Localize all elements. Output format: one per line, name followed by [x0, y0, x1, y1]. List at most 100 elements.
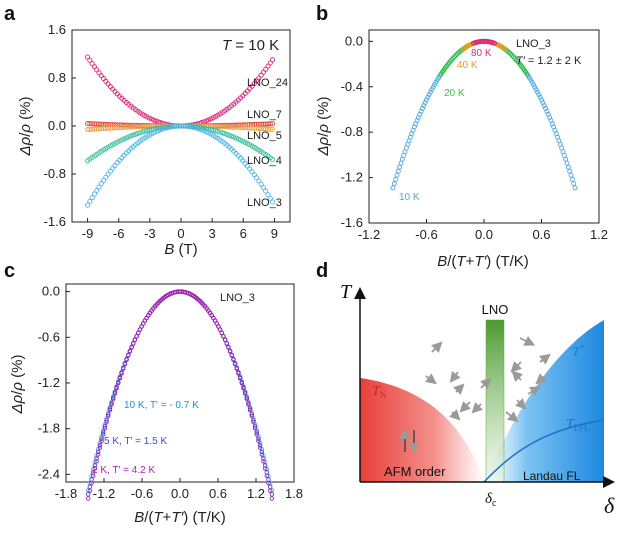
data-point: [567, 168, 573, 174]
data-point: [91, 191, 97, 197]
data-point: [130, 341, 136, 346]
data-point: [112, 163, 118, 169]
data-point: [531, 82, 536, 88]
data-point: [241, 386, 246, 391]
x-tick-label: 3: [209, 226, 216, 241]
fluctuation-arrow-icon: [449, 371, 461, 383]
y-tick-label: -2.4: [38, 466, 60, 481]
data-point: [572, 185, 578, 191]
data-point: [192, 125, 198, 131]
data-point: [270, 121, 276, 127]
data-point: [254, 430, 260, 435]
data-point: [232, 361, 238, 367]
data-point: [190, 124, 196, 130]
panel-c-xlabel: B/(T+T′) (T/K): [134, 509, 226, 526]
data-point: [260, 185, 266, 191]
data-point: [85, 54, 91, 60]
data-point: [252, 426, 258, 431]
data-point: [229, 353, 235, 358]
data-point: [224, 131, 230, 137]
data-point: [101, 76, 107, 82]
series-label: 40 K: [457, 60, 478, 71]
series-label: LNO_3: [247, 197, 282, 209]
y-tick-label: -1.6: [341, 215, 363, 230]
series-label: LNO_24: [247, 77, 288, 89]
data-point: [256, 436, 261, 442]
data-point: [267, 121, 273, 127]
fluctuation-arrow-icon: [459, 401, 471, 413]
data-point: [95, 452, 101, 457]
series-label: LNO_7: [247, 109, 282, 121]
data-point: [94, 456, 99, 461]
panel-label-d: d: [316, 260, 328, 282]
data-point: [109, 402, 114, 407]
data-point: [270, 57, 276, 63]
data-point: [251, 419, 256, 425]
data-point: [266, 480, 271, 486]
data-point: [267, 484, 273, 490]
data-point: [107, 406, 113, 412]
data-point: [96, 184, 102, 190]
lno-bar: [485, 319, 505, 483]
y-tick-label: 0.0: [48, 118, 66, 133]
data-point: [139, 129, 145, 135]
series-label: LNO_5: [247, 130, 282, 142]
landau-fl-label: Landau FL: [523, 469, 581, 483]
data-point: [393, 176, 399, 182]
data-point: [107, 168, 113, 174]
x-tick-label: 0: [177, 226, 184, 241]
panel-a-xlabel: B (T): [164, 241, 197, 258]
data-point: [219, 330, 224, 336]
data-point: [429, 87, 435, 92]
data-point: [256, 438, 261, 444]
data-point: [212, 128, 219, 134]
data-point: [395, 168, 401, 174]
data-point: [215, 128, 221, 134]
data-point: [224, 341, 230, 346]
data-point: [132, 131, 139, 137]
doping-axis-label: δ: [604, 493, 615, 518]
data-point: [453, 53, 459, 58]
data-point: [94, 187, 100, 194]
data-point: [264, 473, 270, 479]
panel-b-chart: -1.2 -0.6 0.0 0.6 1.2 0.0-0.4-0.8-1.2-1.6 10…: [315, 29, 608, 270]
data-point: [267, 488, 273, 494]
data-point: [505, 49, 511, 55]
fluctuation-arrow-icon: [539, 353, 551, 365]
fluctuation-arrow-icon: [431, 341, 443, 353]
data-point: [85, 496, 91, 501]
data-point: [134, 334, 139, 339]
fluctuation-arrow-icon: [515, 398, 527, 410]
data-point: [102, 426, 108, 431]
fluctuation-arrow-icon: [510, 361, 522, 373]
data-point: [252, 424, 258, 429]
data-point: [267, 60, 273, 66]
x-tick-label: 0.0: [475, 227, 493, 242]
data-point: [102, 424, 108, 429]
y-tick-label: -0.8: [44, 166, 66, 181]
x-tick-label: -1.8: [55, 486, 77, 501]
data-point: [100, 432, 106, 437]
data-point: [167, 124, 173, 130]
fluctuation-arrow-icon: [425, 373, 437, 385]
data-point: [104, 418, 109, 423]
data-point: [219, 130, 225, 136]
data-point: [130, 132, 136, 138]
panel-b-ylabel: Δρ/ρ (%): [315, 97, 332, 157]
fluctuation-arrow-icon: [527, 386, 542, 397]
data-point: [164, 125, 171, 131]
data-point: [97, 443, 103, 448]
data-point: [135, 130, 141, 136]
data-point: [221, 334, 226, 339]
y-tick-label: -1.2: [341, 170, 363, 185]
data-point: [95, 449, 101, 455]
data-point: [533, 87, 539, 92]
data-point: [425, 94, 431, 100]
data-point: [105, 413, 111, 419]
data-point: [256, 178, 262, 184]
data-point: [266, 477, 271, 482]
data-point: [507, 50, 513, 56]
data-point: [222, 131, 228, 137]
y-tick-label: -1.8: [38, 421, 60, 436]
data-point: [110, 396, 116, 402]
